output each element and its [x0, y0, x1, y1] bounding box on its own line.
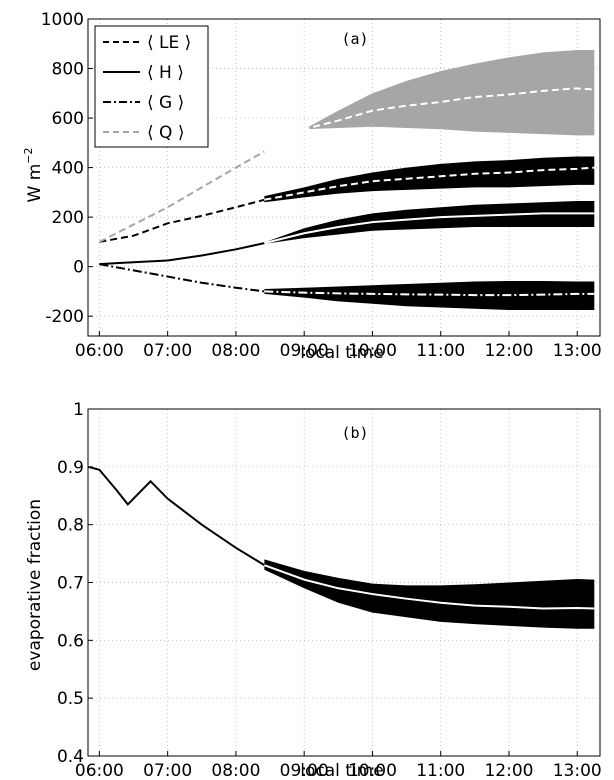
panel-a-series-1-ensemble-band [264, 201, 595, 244]
legend-h-label: ⟨ H ⟩ [147, 63, 184, 83]
panel-b-label: (b) [341, 424, 368, 442]
panel-b-y-tick-label: 0.5 [57, 689, 84, 709]
panel-a-y-tick-label: -200 [45, 307, 84, 327]
legend-g-label: ⟨ G ⟩ [147, 93, 184, 113]
panel-b-data [87, 465, 595, 629]
panel-a-series-1-mean-line [99, 242, 265, 266]
panel-b-series-0-ensemble-mean-line [264, 564, 595, 610]
panel-a-x-tick-label: 10:00 [348, 341, 397, 361]
panel-a-series-3-ensemble-band [264, 49, 595, 152]
panel-b-x-tick-label: 09:00 [280, 761, 329, 780]
panel-a-x-tick-label: 12:00 [484, 341, 533, 361]
panel-a-series-3-ensemble-mean-line [263, 87, 595, 153]
panel-b-y-tick-label: 0.6 [57, 631, 84, 651]
panel-a-series-1-ensemble-mean-line [264, 212, 595, 245]
panel-b-evaporative-fraction-chart: 06:00 07:00 08:00 09:00 10:00 11:00 12:00 13:00… [25, 400, 602, 780]
panel-a-series-2-ensemble-mean-line [264, 290, 595, 297]
panel-a-y-tick-label: 800 [52, 60, 84, 80]
panel-a-x-tick-label: 06:00 [75, 341, 124, 361]
panel-b-x-tick-label: 08:00 [211, 761, 260, 780]
panel-a-ticks: 06:00 07:00 08:00 09:00 10:00 11:00 12:00 13:00… [41, 10, 602, 361]
panel-a-y-tick-label: 0 [73, 258, 84, 278]
panel-b-series-0-mean-line [87, 465, 265, 567]
panel-a-y-tick-label: 600 [52, 109, 84, 129]
panel-a-series-0-mean-line [99, 198, 265, 243]
panel-a-label: (a) [341, 30, 368, 48]
panel-b-ticks: 06:00 07:00 08:00 09:00 10:00 11:00 12:00 13:00… [57, 400, 602, 780]
panel-a-flux-chart: 06:00 07:00 08:00 09:00 10:00 11:00 12:00 13:00… [22, 10, 602, 363]
legend-box [94, 25, 209, 148]
panel-a-x-axis-title: local time [300, 343, 383, 363]
panel-b-x-axis-title: local time [300, 761, 383, 780]
panel-b-y-tick-label: 0.4 [57, 747, 84, 767]
panel-b-y-tick-label: 1 [73, 400, 84, 420]
panel-b-x-tick-label: 11:00 [416, 761, 465, 780]
panel-b-x-tick-label: 07:00 [143, 761, 192, 780]
panel-b-y-tick-label: 0.8 [57, 516, 84, 536]
panel-a-frame [87, 18, 601, 337]
panel-a-y-tick-label: 200 [52, 208, 84, 228]
panel-a-y-axis-unit: W m [25, 164, 45, 203]
panel-a-y-axis-title: W m−2 [22, 148, 45, 203]
panel-a-data [98, 49, 595, 310]
panel-a-y-tick-label: 1000 [41, 10, 84, 30]
panel-a-x-tick-label: 13:00 [553, 341, 602, 361]
panel-b-series-0-ensemble-band [264, 559, 595, 629]
panel-a-y-axis-exponent: −2 [22, 148, 35, 164]
panel-a-series-0-ensemble-band [264, 156, 595, 203]
panel-b-y-tick-label: 0.7 [57, 574, 84, 594]
panel-b-y-axis-title: evaporative fraction [25, 499, 45, 671]
panel-b-x-tick-label: 12:00 [484, 761, 533, 780]
panel-a-x-tick-label: 07:00 [143, 341, 192, 361]
panel-a-x-tick-label: 11:00 [416, 341, 465, 361]
panel-b-x-tick-label: 06:00 [75, 761, 124, 780]
panel-a-x-tick-label: 08:00 [211, 341, 260, 361]
legend-q-label: ⟨ Q ⟩ [147, 123, 184, 143]
panel-a-series-0-ensemble-mean-line [264, 166, 595, 201]
panel-a-series-2-mean-line [99, 263, 265, 293]
panel-b-x-tick-label: 13:00 [553, 761, 602, 780]
panel-a-series-3-mean-line [98, 150, 265, 243]
panel-a-x-tick-label: 09:00 [280, 341, 329, 361]
panel-b-x-tick-label: 10:00 [348, 761, 397, 780]
legend-le-label: ⟨ LE ⟩ [147, 33, 191, 53]
panel-a-legend: ⟨ LE ⟩ ⟨ H ⟩ ⟨ G ⟩ ⟨ Q ⟩ [94, 25, 209, 148]
panel-b-y-tick-label: 0.9 [57, 458, 84, 478]
panel-a-y-tick-label: 400 [52, 159, 84, 179]
